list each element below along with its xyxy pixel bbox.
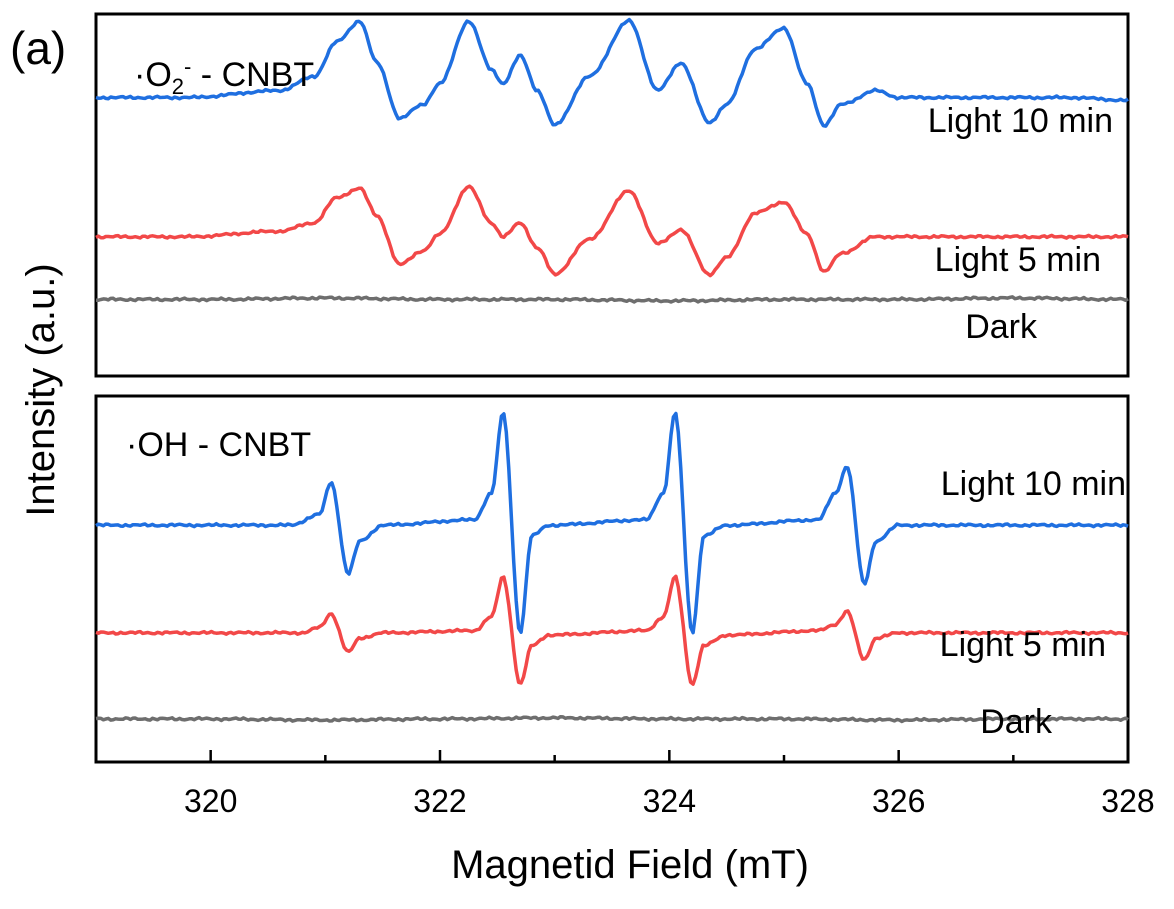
top-panel-frame [94,12,1130,378]
bottom-panel-title: ·OH - CNBT [126,426,311,464]
top-title-suffix: - CNBT [191,56,314,94]
x-tick-label: 324 [643,783,696,819]
bottom-light10-label: Light 10 min [941,465,1126,503]
top-series-dark [96,295,1129,304]
top-title-superscript: - [184,54,191,79]
x-tick-label: 322 [413,783,466,819]
top-title-prefix: ·O [134,56,172,94]
x-tick-label: 328 [1101,783,1154,819]
panel-label: (a) [10,22,66,74]
top-panel-title: ·O2- - CNBT [134,54,314,99]
bottom-light5-label: Light 5 min [940,626,1106,664]
bottom-dark-label: Dark [980,703,1053,741]
top-series-light10 [95,17,1129,128]
top-light10-label: Light 10 min [928,102,1113,140]
x-axis-ticks: 320 322 324 326 328 [94,750,1155,819]
top-series-light5 [95,184,1129,278]
series-layer [95,17,1129,724]
bottom-series-dark [95,714,1129,724]
bottom-series-light10 [95,411,1129,635]
top-dark-label: Dark [965,308,1038,346]
x-tick-label: 326 [872,783,925,819]
top-title-subscript: 2 [172,74,184,99]
x-axis-title: Magnetid Field (mT) [451,843,809,887]
bottom-series-light5 [95,574,1129,686]
top-light5-label: Light 5 min [935,241,1101,279]
bottom-panel-frame [94,394,1130,764]
x-tick-label: 320 [184,783,237,819]
y-axis-title: Intensity (a.u.) [19,263,63,516]
